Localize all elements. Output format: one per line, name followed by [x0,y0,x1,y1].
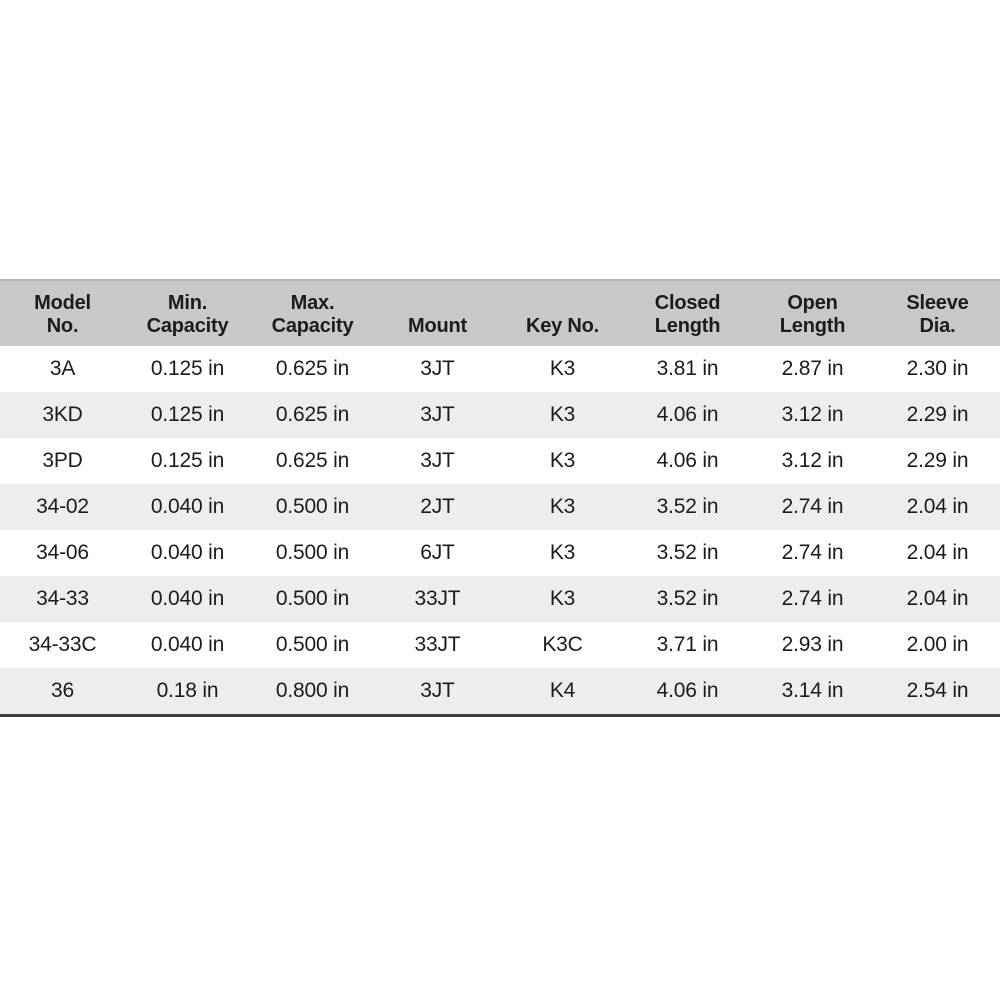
table-cell: 3.14 in [781,679,844,702]
table-cell: 2.93 in [781,633,844,656]
column-header-model-no: Model No. [34,292,91,337]
table-row: 3KD 0.125 in 0.625 in 3JT K3 4.06 in 3.12 in 2.… [0,392,1000,438]
table-cell: 3.52 in [656,541,719,564]
table-cell: 33JT [414,633,461,656]
table-cell: 3.81 in [656,357,719,380]
table-cell: 3JT [420,449,455,472]
table-cell: 33JT [414,587,461,610]
table-cell: 3JT [420,357,455,380]
table-cell: 3.71 in [656,633,719,656]
table-cell: 0.125 in [150,449,225,472]
table-cell: 0.625 in [275,357,350,380]
table-cell: 0.500 in [275,541,350,564]
table-cell: 0.040 in [150,495,225,518]
table-cell: 34-33C [28,633,97,656]
table-cell: 34-02 [36,495,89,518]
table-cell: 3JT [420,403,455,426]
table-cell: 2.54 in [906,679,969,702]
table-cell: 0.125 in [150,403,225,426]
table-cell: 0.18 in [156,679,219,702]
table-cell: 2.74 in [781,495,844,518]
table-cell: 6JT [420,541,455,564]
table-cell: 3.12 in [781,403,844,426]
table-cell: K3 [549,403,576,426]
spec-table: Model No. Min. Capacity Max. Capacity Mo… [0,279,1000,717]
table-cell: K3 [549,449,576,472]
table-cell: 0.040 in [150,633,225,656]
table-cell: 2.87 in [781,357,844,380]
table-row: 34-06 0.040 in 0.500 in 6JT K3 3.52 in 2.74 in… [0,530,1000,576]
table-cell: 0.800 in [275,679,350,702]
table-cell: 2.29 in [906,403,969,426]
table-cell: 2.29 in [906,449,969,472]
column-header-max-capacity: Max. Capacity [271,292,354,337]
table-cell: 4.06 in [656,449,719,472]
column-header-sleeve-dia: Sleeve Dia. [906,292,969,337]
table-cell: K3 [549,587,576,610]
table-cell: K3 [549,541,576,564]
table-cell: 0.040 in [150,587,225,610]
table-cell: 2JT [420,495,455,518]
table-cell: 2.30 in [906,357,969,380]
table-cell: 2.00 in [906,633,969,656]
column-header-mount: Mount [408,314,467,337]
table-header-row: Model No. Min. Capacity Max. Capacity Mo… [0,279,1000,346]
column-header-min-capacity: Min. Capacity [146,292,229,337]
table-cell: 2.04 in [906,587,969,610]
table-cell: 3.52 in [656,587,719,610]
table-cell: 3.12 in [781,449,844,472]
column-header-closed-length: Closed Length [654,292,721,337]
table-cell: 4.06 in [656,679,719,702]
table-cell: K3C [542,633,583,656]
table-cell: 3JT [420,679,455,702]
table-cell: 3A [49,357,76,380]
table-cell: 0.040 in [150,541,225,564]
table-cell: 2.04 in [906,495,969,518]
column-header-key-no: Key No. [525,314,600,337]
table-cell: 2.04 in [906,541,969,564]
table-cell: 36 [51,679,74,702]
table-row: 34-33 0.040 in 0.500 in 33JT K3 3.52 in 2.74 i… [0,576,1000,622]
table-cell: K3 [549,495,576,518]
table-row: 36 0.18 in 0.800 in 3JT K4 4.06 in 3.14 in 2.54… [0,668,1000,714]
table-cell: 34-06 [36,541,89,564]
table-cell: 0.500 in [275,633,350,656]
column-header-open-length: Open Length [779,292,846,337]
table-row: 34-02 0.040 in 0.500 in 2JT K3 3.52 in 2.74 in… [0,484,1000,530]
table-cell: K4 [549,679,576,702]
table-cell: 0.500 in [275,495,350,518]
table-cell: 4.06 in [656,403,719,426]
table-cell: 3PD [42,449,83,472]
table-cell: 34-33 [36,587,89,610]
table-cell: 2.74 in [781,587,844,610]
table-cell: K3 [549,357,576,380]
table-row: 3A 0.125 in 0.625 in 3JT K3 3.81 in 2.87 in 2.3… [0,346,1000,392]
table-cell: 0.625 in [275,403,350,426]
table-cell: 3KD [42,403,83,426]
table-body: 3A 0.125 in 0.625 in 3JT K3 3.81 in 2.87 in 2.3… [0,346,1000,717]
table-cell: 2.74 in [781,541,844,564]
table-cell: 3.52 in [656,495,719,518]
table-cell: 0.625 in [275,449,350,472]
table-row: 3PD 0.125 in 0.625 in 3JT K3 4.06 in 3.12 in 2.… [0,438,1000,484]
table-row: 34-33C 0.040 in 0.500 in 33JT K3C 3.71 in 2.93… [0,622,1000,668]
table-cell: 0.125 in [150,357,225,380]
table-cell: 0.500 in [275,587,350,610]
